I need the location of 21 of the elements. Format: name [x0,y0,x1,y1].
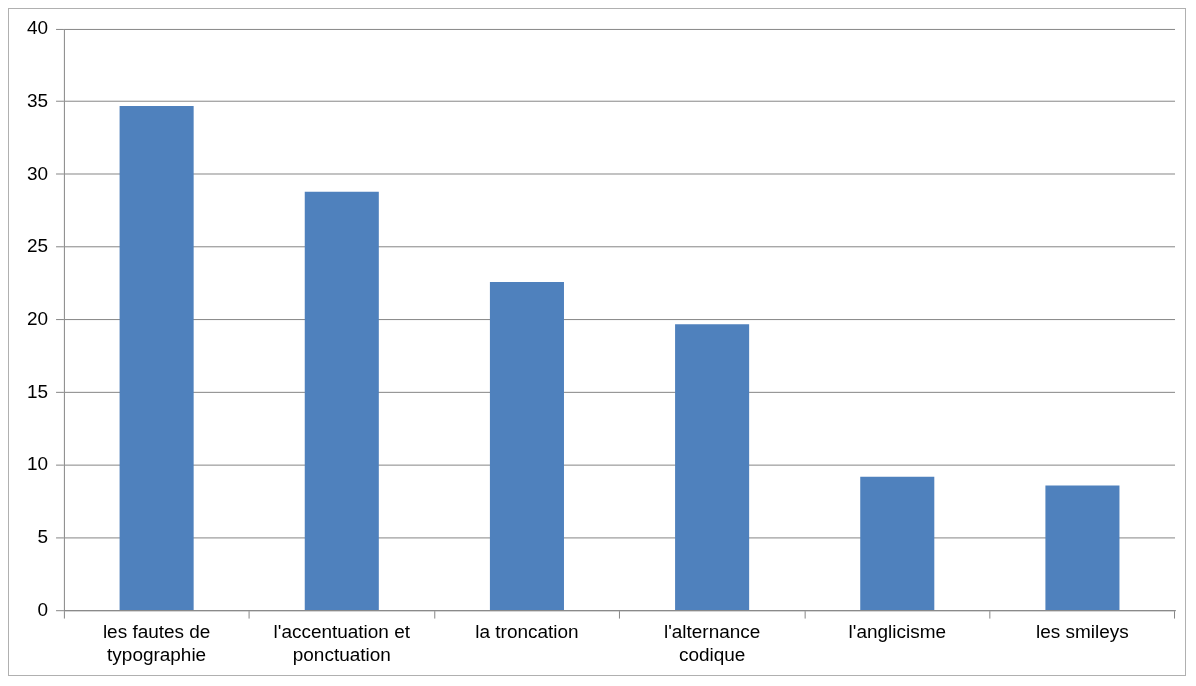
x-tick-label: l'anglicisme [848,621,946,643]
bar [860,476,935,611]
bar [119,106,194,611]
y-tick-label: 10 [26,453,49,475]
y-tick-label: 15 [26,380,49,402]
y-tick-label: 35 [26,89,49,111]
y-tick-label: 30 [26,162,49,184]
y-tick-label: 40 [26,17,49,39]
x-tick-label: l'accentuation et ponctuation [273,621,411,665]
x-tick-label: l'alternance codique [663,621,761,665]
bar [1045,485,1120,611]
y-tick-label: 20 [26,308,49,329]
bar [304,191,379,611]
y-tick-label: 0 [37,598,49,620]
x-tick-label: les fautes de typographie [102,621,211,665]
y-tick-label: 25 [26,235,49,257]
bar [675,324,750,611]
y-tick-label: 5 [37,526,49,548]
bar [489,281,564,611]
x-tick-label: les smileys [1036,621,1129,643]
x-tick-label: la troncation [475,621,579,643]
